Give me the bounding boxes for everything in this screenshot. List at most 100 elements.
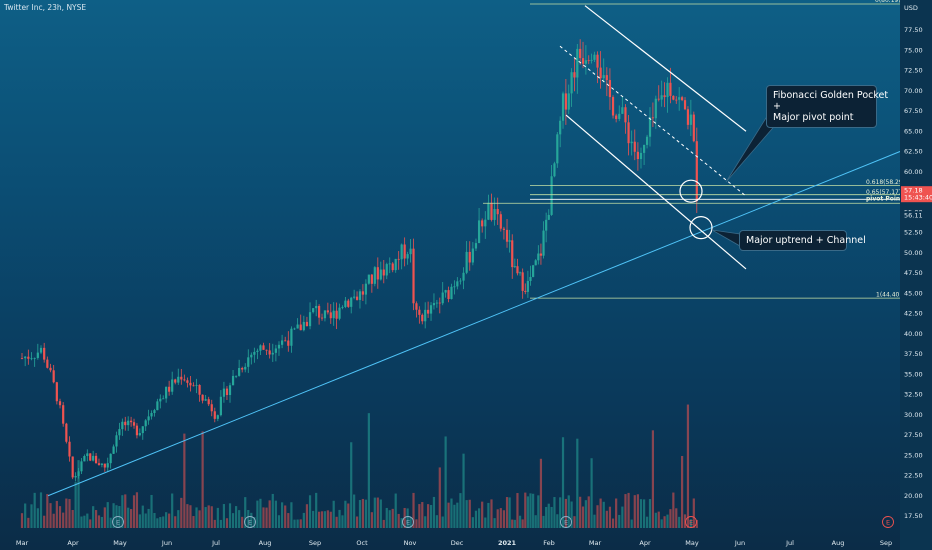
- time-tick-label: Aug: [259, 539, 272, 547]
- volume-bar: [171, 493, 174, 528]
- volume-bar: [287, 513, 290, 528]
- candle-body: [225, 388, 229, 395]
- candle-body: [526, 280, 529, 292]
- candle-body: [174, 379, 177, 383]
- volume-bar: [244, 497, 247, 528]
- earnings-marker-label: E: [116, 519, 120, 527]
- candle-body: [231, 375, 235, 386]
- candle-body: [511, 240, 514, 268]
- candle-body: [312, 308, 315, 313]
- candle-body: [537, 253, 540, 261]
- candle-body: [553, 163, 556, 177]
- uptrend-line: [47, 151, 901, 497]
- volume-bar: [234, 506, 238, 528]
- volume-bar: [692, 498, 695, 528]
- earnings-marker-label: E: [248, 519, 252, 527]
- candle-body: [493, 209, 496, 220]
- candle-body: [593, 54, 596, 60]
- volume-bar: [77, 460, 80, 528]
- price-tick-label: 27.50: [904, 431, 923, 439]
- candle-body: [573, 72, 576, 78]
- volume-bar: [312, 510, 315, 528]
- candle-body: [207, 399, 210, 405]
- candle-body: [474, 243, 478, 249]
- volume-bar: [367, 413, 370, 528]
- volume-bar: [542, 515, 545, 528]
- candle-body: [30, 358, 33, 360]
- volume-bar: [65, 498, 68, 528]
- candle-body: [382, 269, 385, 276]
- candle-body: [596, 54, 599, 68]
- volume-bar: [370, 512, 373, 528]
- candle-body: [403, 244, 406, 259]
- volume-bar: [490, 499, 493, 528]
- candle-body: [675, 99, 678, 101]
- volume-bar: [103, 507, 106, 528]
- candle-body: [534, 260, 537, 266]
- candle-body: [465, 251, 468, 273]
- volume-bar: [373, 497, 376, 528]
- candle-body: [642, 144, 646, 153]
- volume-bar: [68, 499, 71, 528]
- volume-bar: [112, 503, 115, 528]
- time-axis[interactable]: Mar Apr May Jun Jul Aug Sep Oct Nov Dec 2021 Feb Mar…: [16, 539, 892, 547]
- earnings-marker-label: E: [406, 519, 410, 527]
- volume-bar: [394, 493, 397, 528]
- candle-body: [183, 379, 186, 381]
- candle-body: [648, 117, 652, 137]
- candle-body: [256, 350, 259, 352]
- volume-bar: [153, 512, 156, 528]
- time-tick-label: Mar: [589, 539, 602, 547]
- volume-bar: [92, 506, 95, 528]
- volume-bar: [97, 515, 101, 528]
- volume-bar: [511, 519, 514, 528]
- candle-body: [681, 97, 684, 101]
- candle-body: [496, 209, 499, 215]
- volume-bar: [335, 516, 338, 528]
- price-tick-label: 20.00: [904, 492, 923, 500]
- volume-bar: [192, 516, 195, 528]
- candle-body: [74, 475, 77, 478]
- volume-bar: [438, 467, 441, 528]
- price-tick-label: 75.00: [904, 46, 923, 54]
- candle-body: [305, 321, 309, 327]
- volume-bar: [24, 503, 27, 528]
- candle-body: [323, 310, 327, 319]
- volume-bar: [296, 519, 299, 528]
- volume-bar: [350, 442, 353, 528]
- candle-body: [234, 375, 238, 377]
- earnings-marker-label: E: [886, 519, 890, 527]
- candle-body: [89, 453, 92, 461]
- volume-bar: [323, 511, 327, 528]
- candle-body: [204, 399, 207, 401]
- volume-bar: [513, 519, 516, 528]
- candle-body: [672, 95, 675, 100]
- volume-bar: [447, 502, 450, 528]
- volume-bar: [180, 497, 183, 528]
- price-axis[interactable]: USD 77.50 75.00 72.50 70.00 67.50 65.00 62.50 60…: [900, 0, 932, 550]
- volume-bar: [689, 519, 692, 528]
- volume-bar: [49, 503, 52, 528]
- candle-body: [118, 429, 121, 436]
- candle-body: [189, 382, 192, 386]
- candle-body: [77, 471, 80, 476]
- volume-bar: [71, 509, 74, 528]
- price-tick-label: 62.50: [904, 148, 923, 156]
- candle-body: [654, 98, 657, 119]
- volume-bar: [55, 500, 58, 528]
- volume-bar: [228, 503, 232, 528]
- volume-bar: [581, 506, 585, 528]
- candle-body: [253, 351, 256, 355]
- candle-body: [97, 463, 101, 465]
- candle-body: [280, 340, 284, 345]
- volume-bar: [570, 501, 573, 528]
- volume-bar: [432, 496, 436, 528]
- candle-body: [338, 307, 341, 319]
- candle-body: [49, 367, 52, 371]
- volume-bar: [545, 506, 548, 528]
- volume-bar: [268, 500, 271, 528]
- candle-body: [450, 286, 453, 300]
- candle-body: [584, 60, 587, 64]
- volume-bar: [450, 498, 453, 528]
